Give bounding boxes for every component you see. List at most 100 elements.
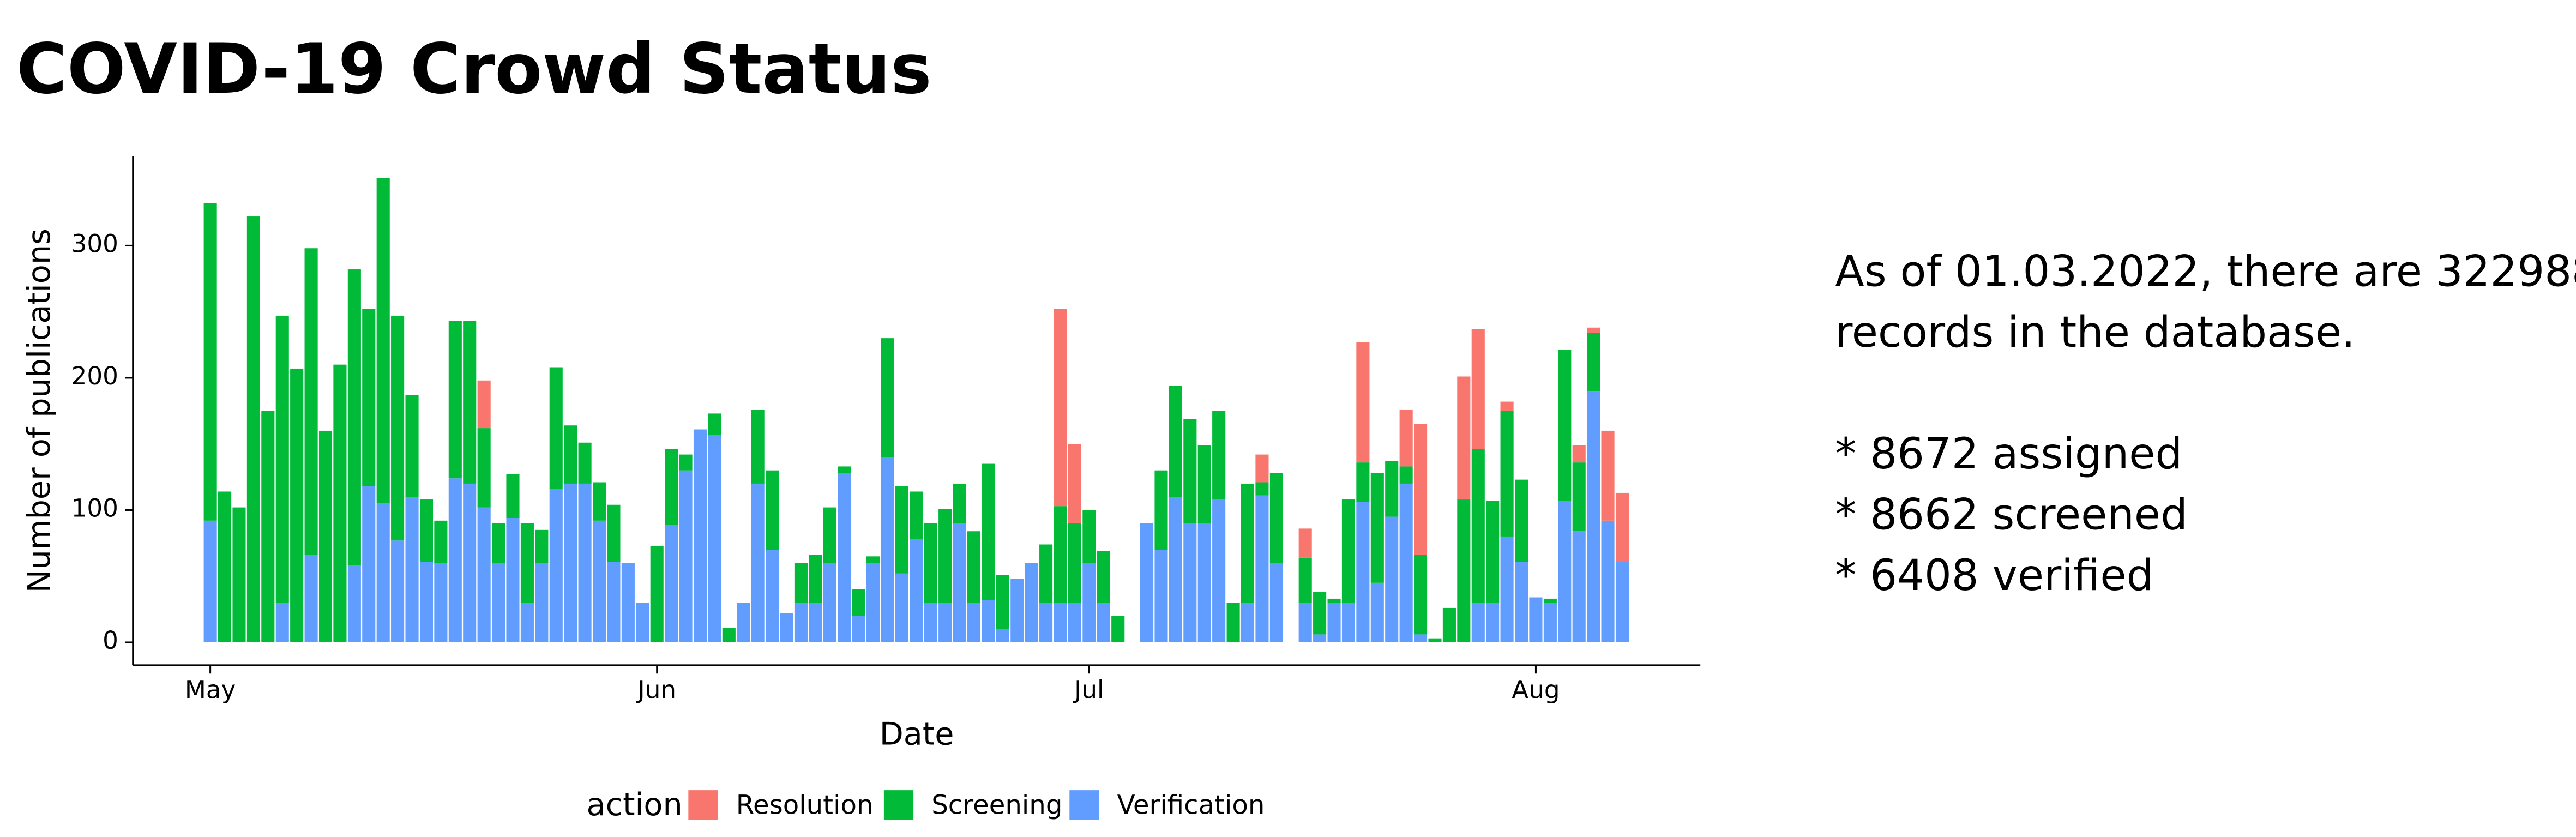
bar-segment [1212, 499, 1226, 642]
bar-segment [506, 474, 520, 518]
bar-segment [391, 540, 405, 642]
bar-segment [982, 600, 995, 642]
bar-segment [938, 509, 952, 603]
bar-segment [708, 435, 721, 642]
bar-segment [823, 563, 836, 642]
bar-segment [1025, 563, 1038, 642]
bar-segment [910, 491, 923, 539]
bar-segment [996, 575, 1009, 629]
bar-segment [1471, 449, 1485, 603]
bar-segment [203, 520, 217, 642]
bar-segment [1183, 523, 1197, 642]
y-axis-title: Number of publications [21, 228, 57, 593]
bar-segment [520, 603, 534, 642]
legend-label: Resolution [736, 790, 874, 820]
bar-segment [823, 507, 836, 563]
bar-segment [1298, 557, 1312, 603]
bar-segment [1399, 466, 1413, 484]
bar-segment [866, 563, 880, 642]
bar-segment [780, 613, 793, 642]
bar-segment [1414, 634, 1428, 642]
bar-segment [1558, 501, 1572, 642]
annotation: * 8662 screened [1835, 490, 2188, 539]
bar-segment [910, 539, 923, 642]
bar-segment [1370, 473, 1384, 583]
y-tick-label: 100 [71, 493, 118, 522]
bar-segment [1572, 445, 1586, 463]
annotation: * 8672 assigned [1835, 429, 2182, 479]
bar-segment [463, 321, 477, 484]
x-tick-label: Jun [636, 675, 676, 704]
bar-segment [1068, 444, 1081, 523]
bar-segment [895, 573, 908, 642]
bar-segment [1558, 350, 1572, 501]
bar-segment [362, 309, 376, 486]
bar-segment [1010, 579, 1024, 642]
bar-segment [866, 556, 880, 563]
x-tick-label: Aug [1512, 675, 1560, 704]
bar-segment [1471, 329, 1485, 449]
bar-segment [290, 368, 304, 642]
bar-segment [405, 395, 419, 497]
bar-segment [665, 525, 678, 642]
bar-segment [1212, 411, 1226, 500]
bar-segment [766, 550, 779, 642]
bar-segment [924, 523, 937, 603]
bar-segment [1183, 419, 1197, 523]
bar-segment [1313, 592, 1327, 635]
bar-segment [246, 216, 260, 642]
bar-segment [347, 565, 361, 642]
bar-segment [708, 413, 721, 435]
bar-segment [982, 463, 995, 600]
x-axis-title: Date [880, 716, 954, 752]
bar-segment [1457, 499, 1471, 642]
bar-segment [1601, 430, 1615, 521]
y-tick-label: 300 [71, 229, 118, 258]
bar-segment [1341, 499, 1356, 603]
bar-segment [1572, 462, 1586, 532]
bar-segment [1039, 603, 1053, 642]
chart-title: COVID-19 Crowd Status [16, 29, 931, 109]
annotation: * 6408 verified [1835, 551, 2153, 600]
bar-segment [275, 315, 289, 603]
bar-segment [376, 503, 390, 642]
bar-segment [967, 603, 981, 642]
bar-segment [852, 616, 865, 642]
bar-segment [1054, 309, 1067, 507]
bar-segment [1500, 411, 1514, 537]
bar-segment [1514, 479, 1528, 562]
bar-segment [766, 470, 779, 550]
bar-segment [1471, 603, 1485, 642]
bar-segment [967, 531, 981, 603]
bar-segment [838, 473, 851, 642]
bar-segment [1356, 342, 1370, 463]
bar-segment [1111, 616, 1125, 642]
bar-segment [1370, 582, 1384, 642]
bar-segment [1615, 492, 1629, 562]
bar-segment [693, 429, 707, 642]
bar-segment [1068, 603, 1081, 642]
bar-segment [203, 203, 217, 521]
bar-segment [621, 563, 635, 642]
y-tick-label: 0 [103, 626, 118, 655]
bar-segment [549, 367, 563, 489]
bar-segment [304, 248, 318, 555]
bar-segment [391, 315, 405, 541]
bar-segment [1298, 528, 1312, 558]
bar-segment [477, 428, 491, 508]
bar-segment [261, 411, 275, 642]
bar-segment [1226, 603, 1240, 642]
bar-segment [1356, 462, 1370, 502]
bar-segment [304, 555, 318, 642]
bar-segment [232, 507, 246, 642]
bar-segment [809, 555, 822, 603]
bar-segment [737, 603, 750, 642]
bar-segment [751, 410, 765, 484]
bar-segment [1414, 555, 1428, 635]
bar-segment [564, 483, 577, 642]
bar-segment [1313, 634, 1327, 642]
bar-segment [535, 529, 549, 563]
annotation: As of 01.03.2022, there are 322988 [1835, 247, 2576, 297]
bar-segment [1082, 510, 1096, 563]
bar-segment [1529, 597, 1543, 642]
